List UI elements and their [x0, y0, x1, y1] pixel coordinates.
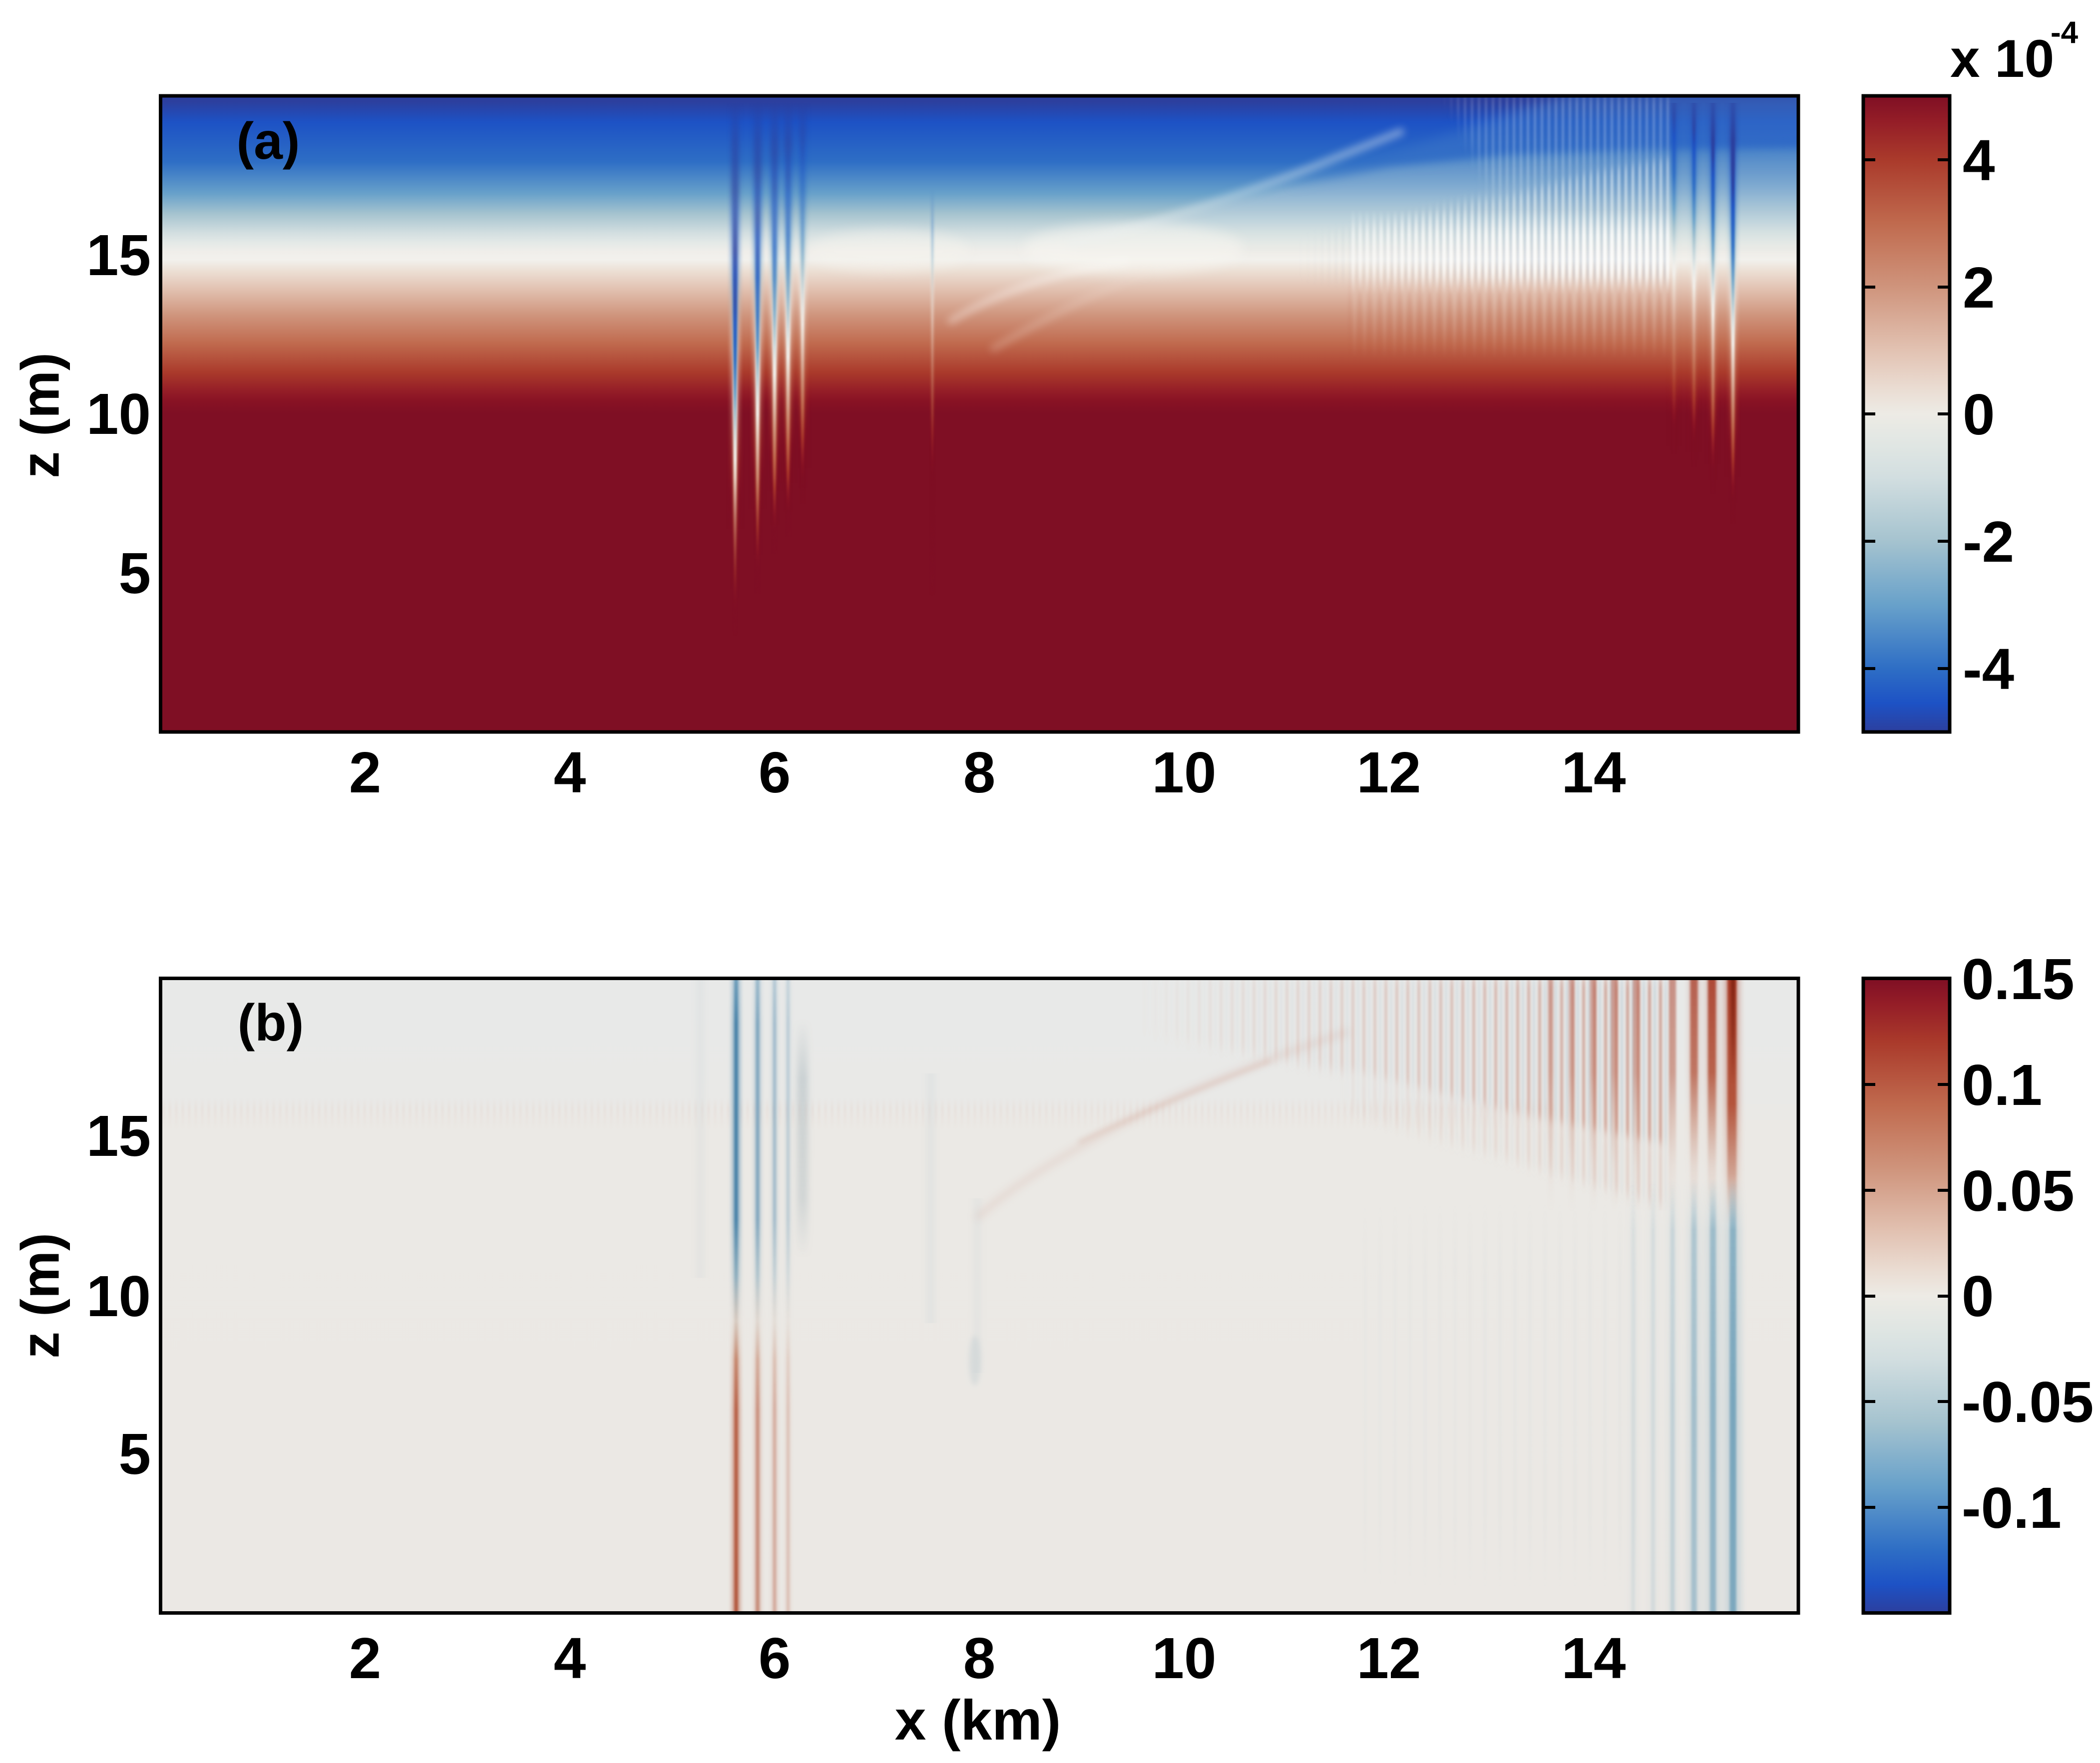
svg-text:6: 6 [759, 1626, 791, 1691]
svg-text:10: 10 [86, 381, 151, 446]
svg-text:0.05: 0.05 [1962, 1158, 2075, 1223]
svg-text:-4: -4 [2051, 15, 2079, 50]
svg-text:14: 14 [1561, 1626, 1626, 1691]
svg-text:4: 4 [1963, 128, 1995, 193]
svg-text:10: 10 [1152, 1626, 1216, 1691]
svg-text:-0.05: -0.05 [1962, 1370, 2094, 1434]
svg-text:5: 5 [118, 1421, 151, 1486]
svg-text:x 10: x 10 [1950, 28, 2054, 88]
svg-text:6: 6 [759, 740, 791, 805]
svg-text:2: 2 [1963, 255, 1995, 320]
svg-text:10: 10 [86, 1264, 151, 1329]
svg-text:0: 0 [1963, 382, 1995, 447]
svg-text:14: 14 [1561, 740, 1626, 805]
svg-text:10: 10 [1152, 740, 1216, 805]
svg-text:15: 15 [86, 1103, 151, 1168]
svg-text:z (m): z (m) [10, 353, 70, 478]
svg-text:8: 8 [963, 740, 996, 805]
svg-text:5: 5 [118, 541, 151, 606]
svg-text:12: 12 [1356, 1626, 1421, 1691]
svg-text:-0.1: -0.1 [1962, 1475, 2062, 1540]
svg-text:15: 15 [86, 223, 151, 288]
svg-text:4: 4 [554, 1626, 586, 1691]
svg-text:(a): (a) [236, 112, 300, 170]
svg-text:-4: -4 [1963, 637, 2014, 702]
svg-text:0.15: 0.15 [1962, 947, 2075, 1012]
svg-text:-2: -2 [1963, 509, 2014, 574]
svg-text:0.1: 0.1 [1962, 1053, 2042, 1117]
svg-text:(b): (b) [238, 994, 304, 1052]
svg-text:z (m): z (m) [10, 1233, 70, 1359]
svg-text:2: 2 [349, 740, 382, 805]
svg-text:8: 8 [963, 1626, 996, 1691]
svg-text:4: 4 [554, 740, 586, 805]
svg-text:12: 12 [1356, 740, 1421, 805]
svg-text:0: 0 [1962, 1264, 1994, 1329]
svg-text:x (km): x (km) [895, 1689, 1061, 1752]
svg-text:2: 2 [349, 1626, 382, 1691]
